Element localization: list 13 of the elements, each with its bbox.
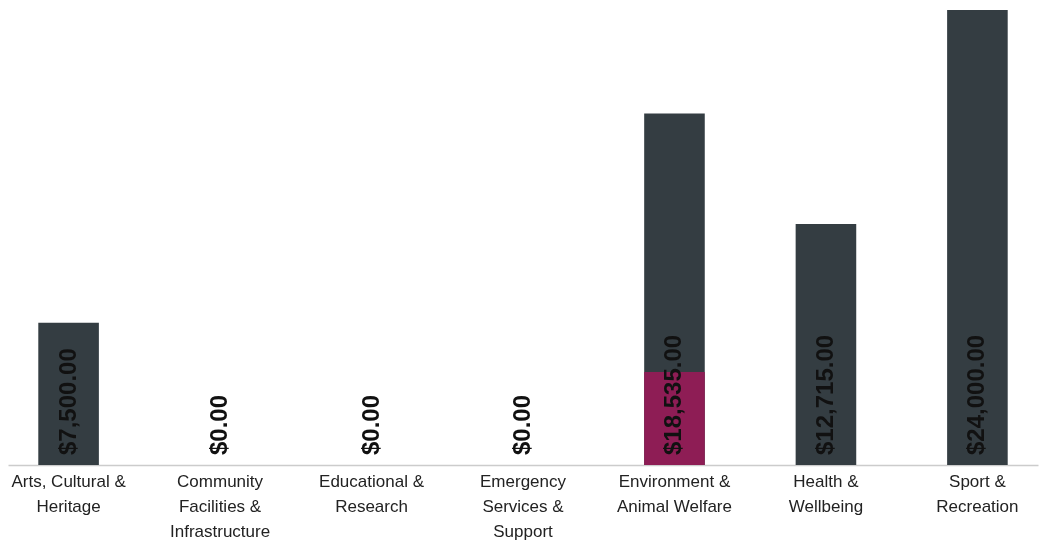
data-label: $0.00	[508, 394, 535, 455]
data-label: $0.00	[205, 394, 233, 455]
bar	[795, 223, 857, 465]
x-tick-label: Educational & Research	[319, 471, 425, 516]
x-tick-label: Environment & Animal Welfare	[616, 471, 732, 516]
x-tick-label: Sport & Recreation	[936, 471, 1019, 516]
x-tick-label: Community Facilities & Infrastructure	[169, 471, 271, 541]
x-tick-label: Arts, Cultural & Heritage	[11, 471, 127, 516]
data-label: $0.00	[356, 394, 384, 455]
x-tick-label: Health & Wellbeing	[788, 471, 864, 516]
x-tick-label: Emergency Services & Support	[480, 471, 567, 541]
data-label: $18,535.00	[659, 334, 687, 455]
bar	[947, 10, 1008, 465]
